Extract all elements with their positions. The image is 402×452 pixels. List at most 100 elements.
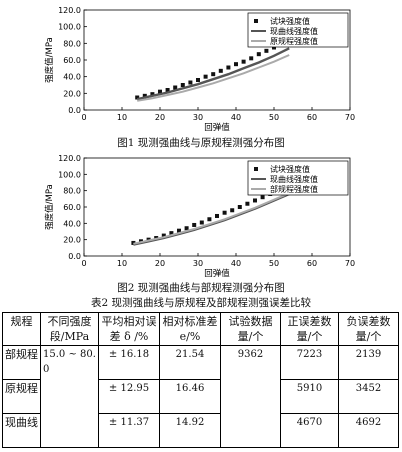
y-tick-label: 120.0 bbox=[58, 6, 81, 15]
data-point bbox=[188, 80, 193, 85]
data-point bbox=[230, 208, 235, 213]
figure-1-chart: 0 10 20 30 40 50 60 70 0.0 20.0 40.0 60.0 80.0 100.0 1… bbox=[44, 6, 355, 133]
table-row: 原规程 ± 12.95 16.46 5910 3452 bbox=[2, 379, 399, 414]
row-std: 21.54 bbox=[159, 345, 221, 380]
header-std: 相对标准差 e/% bbox=[159, 312, 221, 346]
x-tick-label: 10 bbox=[117, 113, 127, 122]
row-positive: 7223 bbox=[280, 345, 339, 380]
data-point bbox=[234, 62, 238, 67]
series-line bbox=[137, 54, 290, 102]
data-point bbox=[207, 217, 212, 222]
header-count: 试验数据量/个 bbox=[220, 312, 281, 346]
data-point bbox=[180, 83, 185, 87]
data-point bbox=[173, 85, 178, 90]
figure-2-chart: 0 10 20 30 40 50 60 70 0.0 20.0 40.0 60.0 80.0 100.0 1… bbox=[44, 154, 355, 279]
data-point bbox=[218, 68, 223, 73]
row-spec-name: 部规程 bbox=[2, 345, 41, 380]
legend-label: 原规程强度值 bbox=[270, 36, 318, 46]
y-tick-label: 40.0 bbox=[63, 219, 81, 228]
data-point bbox=[226, 65, 231, 70]
comparison-table: 规程 不同强度段/MPa 平均相对误差 δ /% 相对标准差 e/% 试验数据量… bbox=[2, 312, 399, 448]
data-point bbox=[253, 198, 257, 203]
legend-label: 现曲线强度值 bbox=[270, 26, 318, 36]
data-point bbox=[211, 72, 216, 77]
y-axis-label: 强度值/MPa bbox=[44, 37, 55, 83]
x-tick-label: 70 bbox=[345, 113, 355, 122]
y-tick-label: 20.0 bbox=[63, 236, 81, 245]
y-tick-label: 120.0 bbox=[58, 154, 81, 163]
figure-1: 0 10 20 30 40 50 60 70 0.0 20.0 40.0 60.0 80.0 100.0 1… bbox=[0, 0, 402, 152]
data-point bbox=[158, 89, 162, 94]
x-tick-label: 30 bbox=[193, 259, 203, 268]
data-point bbox=[135, 95, 140, 100]
y-tick-label: 100.0 bbox=[58, 170, 81, 179]
header-positive: 正误差数量/个 bbox=[280, 312, 339, 346]
y-tick-label: 0.0 bbox=[68, 252, 81, 261]
data-point bbox=[142, 93, 147, 98]
table-title: 表2 现测强曲线与原规程及部规程测强误差比较 bbox=[90, 297, 312, 309]
row-count: 9362 bbox=[220, 345, 281, 448]
row-negative: 3452 bbox=[338, 379, 399, 414]
x-tick-label: 70 bbox=[345, 259, 355, 268]
data-point bbox=[196, 78, 200, 82]
data-point bbox=[237, 205, 242, 209]
series-line bbox=[136, 47, 290, 101]
x-tick-label: 60 bbox=[307, 113, 317, 122]
data-point bbox=[241, 59, 246, 64]
data-point bbox=[256, 52, 261, 57]
row-delta: ± 16.18 bbox=[98, 345, 160, 380]
figure-1-caption: 图1 现测强曲线与原规程测强分布图 bbox=[117, 137, 285, 149]
table-header-row: 规程 不同强度段/MPa 平均相对误差 δ /% 相对标准差 e/% 试验数据量… bbox=[2, 312, 399, 346]
data-point bbox=[203, 74, 208, 79]
y-tick-label: 80.0 bbox=[63, 187, 81, 196]
y-tick-label: 0.0 bbox=[68, 106, 81, 115]
data-point bbox=[264, 48, 269, 53]
legend-label: 试块强度值 bbox=[270, 164, 310, 174]
data-point bbox=[177, 228, 181, 233]
x-tick-label: 60 bbox=[307, 259, 317, 268]
y-tick-label: 80.0 bbox=[63, 39, 81, 48]
row-negative: 4692 bbox=[338, 413, 399, 448]
y-tick-label: 40.0 bbox=[63, 73, 81, 82]
row-spec-name: 原规程 bbox=[2, 379, 41, 414]
x-axis-label: 回弹值 bbox=[204, 122, 230, 133]
data-point bbox=[215, 213, 219, 218]
data-point bbox=[161, 233, 166, 238]
table-row: 现曲线 ± 11.37 14.92 4670 4692 bbox=[2, 413, 399, 448]
data-point bbox=[222, 210, 227, 215]
data-point bbox=[169, 231, 174, 236]
series-line bbox=[133, 188, 298, 245]
y-tick-label: 100.0 bbox=[58, 23, 81, 32]
x-tick-label: 40 bbox=[231, 259, 241, 268]
legend-marker bbox=[254, 19, 258, 23]
x-tick-label: 20 bbox=[155, 259, 165, 268]
x-tick-label: 50 bbox=[269, 113, 279, 122]
x-tick-label: 10 bbox=[117, 259, 127, 268]
x-tick-label: 40 bbox=[231, 113, 241, 122]
figure-2: 0 10 20 30 40 50 60 70 0.0 20.0 40.0 60.0 80.0 100.0 1… bbox=[0, 152, 402, 298]
x-tick-label: 30 bbox=[193, 113, 203, 122]
legend-marker bbox=[254, 167, 258, 171]
data-point bbox=[245, 201, 250, 206]
row-range: 15.0 ~ 80.0 bbox=[40, 345, 99, 448]
x-tick-label: 20 bbox=[155, 113, 165, 122]
data-point bbox=[192, 222, 197, 227]
data-point bbox=[165, 88, 170, 92]
row-negative: 2139 bbox=[338, 345, 399, 380]
row-delta: ± 12.95 bbox=[98, 379, 160, 414]
data-point bbox=[150, 92, 155, 97]
row-delta: ± 11.37 bbox=[98, 413, 160, 448]
header-range: 不同强度段/MPa bbox=[40, 312, 99, 346]
row-positive: 4670 bbox=[280, 413, 339, 448]
row-spec-name: 现曲线 bbox=[2, 413, 41, 448]
legend-label: 试块强度值 bbox=[270, 16, 310, 26]
data-point bbox=[199, 220, 204, 225]
y-tick-label: 20.0 bbox=[63, 89, 81, 98]
x-tick-label: 50 bbox=[269, 259, 279, 268]
legend-label: 部规程强度值 bbox=[270, 184, 318, 194]
table-row: 部规程 15.0 ~ 80.0 ± 16.18 21.54 9362 7223 … bbox=[2, 345, 399, 448]
header-negative: 负误差数量/个 bbox=[338, 312, 399, 346]
y-tick-label: 60.0 bbox=[63, 203, 81, 212]
row-positive: 5910 bbox=[280, 379, 339, 414]
row-std: 14.92 bbox=[159, 413, 221, 448]
